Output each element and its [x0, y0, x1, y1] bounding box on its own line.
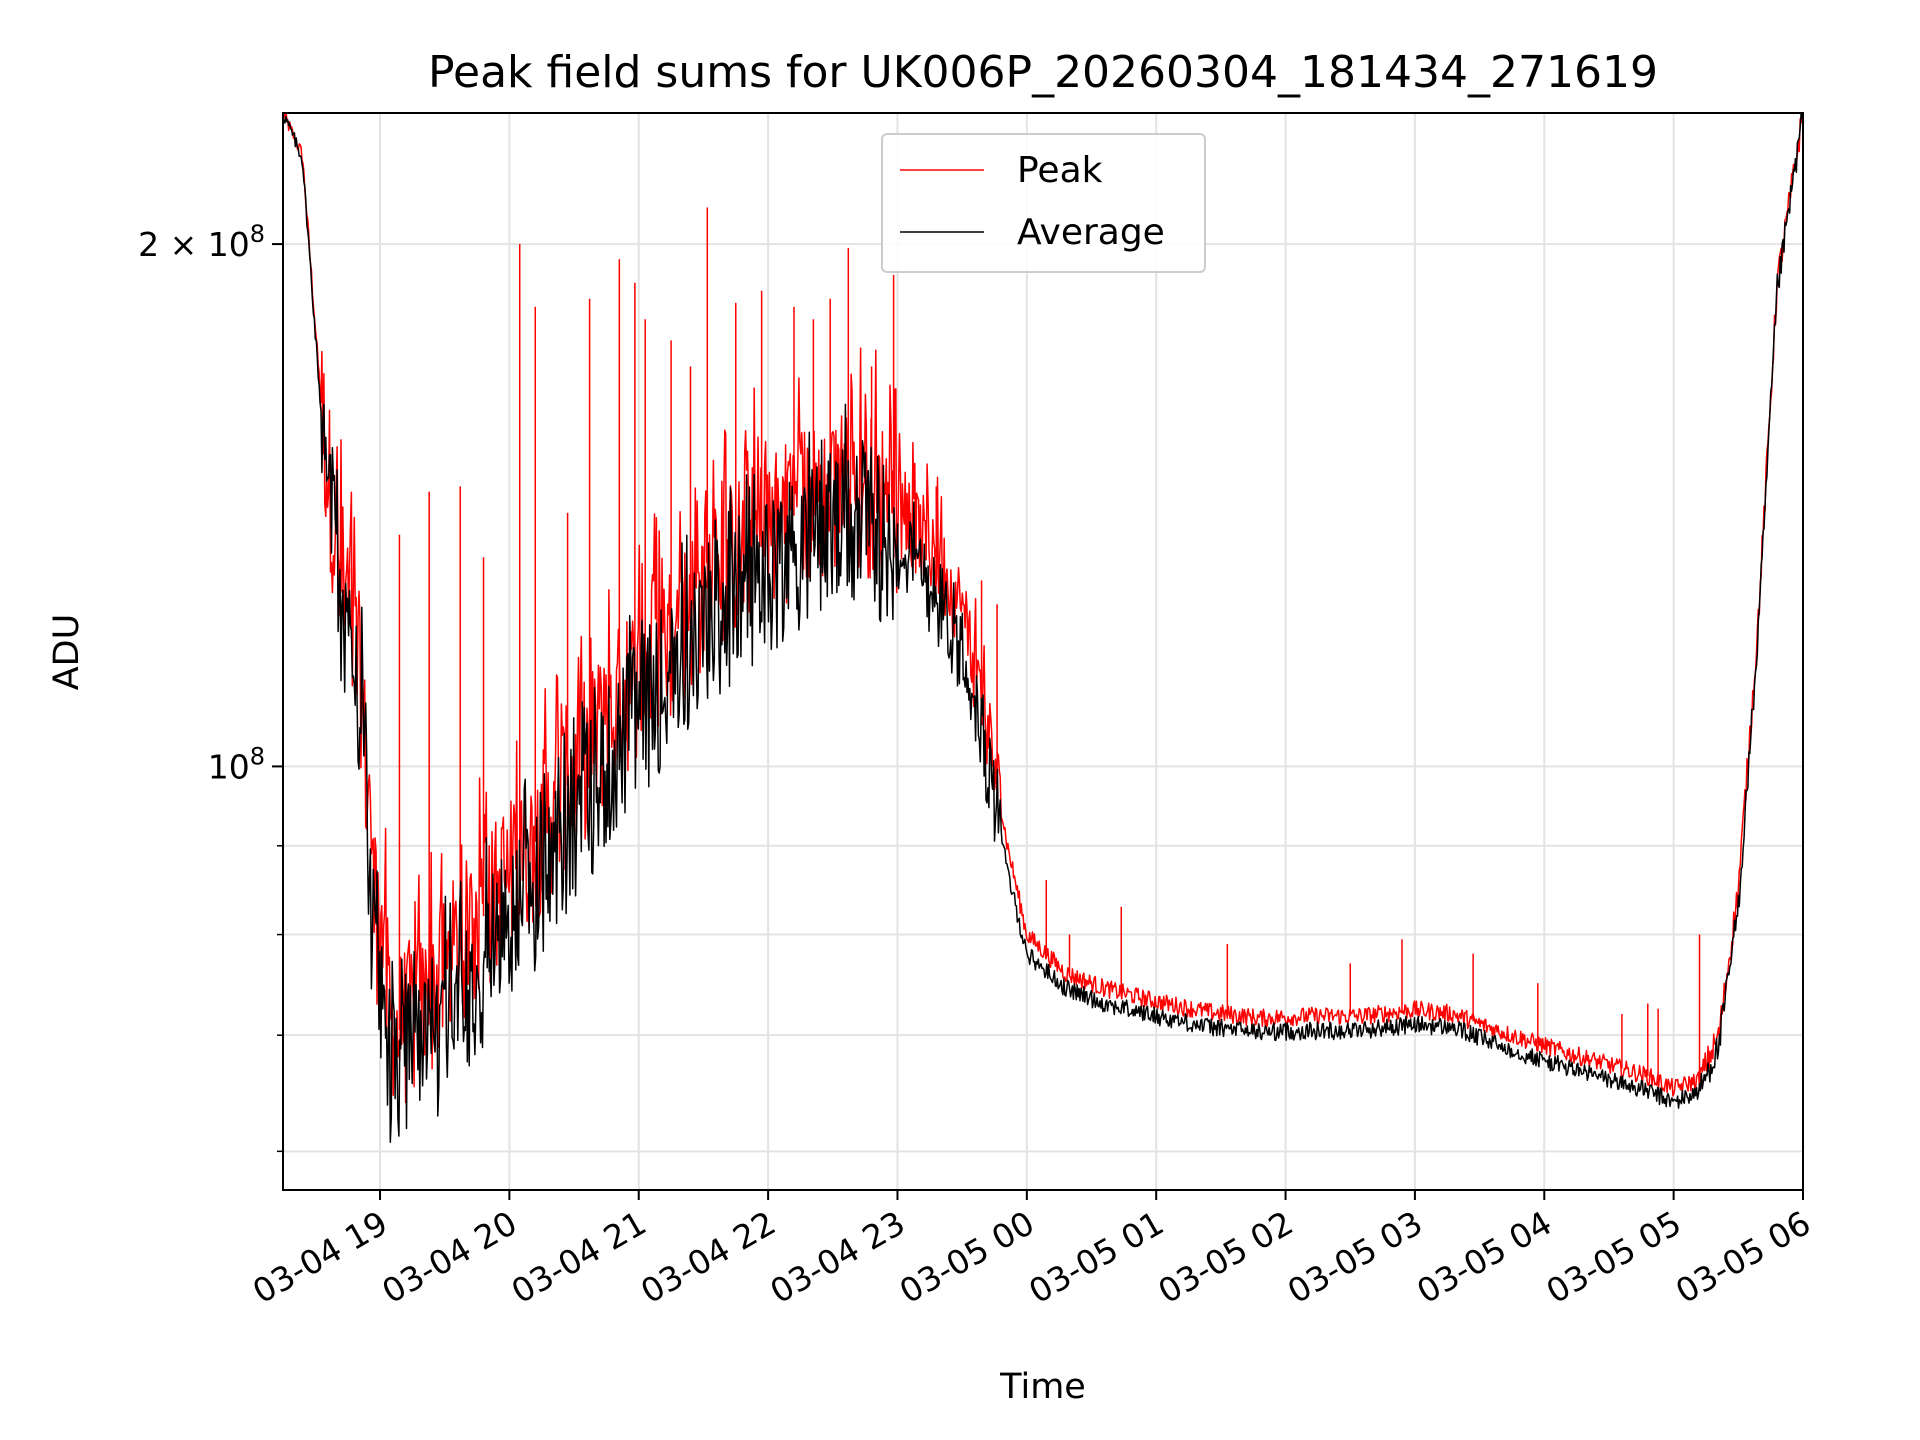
legend-peak-label: Peak — [1017, 150, 1103, 191]
legend: Peak Average — [881, 133, 1206, 273]
x-axis-label: Time — [999, 1367, 1086, 1407]
y-tick-label: 108 — [208, 742, 265, 786]
series-layer — [283, 113, 1803, 1144]
plot-frame — [282, 112, 1804, 1191]
legend-average-label: Average — [1017, 212, 1165, 253]
y-axis-label: ADU — [47, 614, 87, 691]
series-average-line — [283, 113, 1803, 1144]
legend-box — [881, 133, 1206, 273]
chart-title: Peak field sums for UK006P_20260304_1814… — [428, 47, 1658, 98]
y-tick-label: 2 × 108 — [138, 220, 265, 264]
